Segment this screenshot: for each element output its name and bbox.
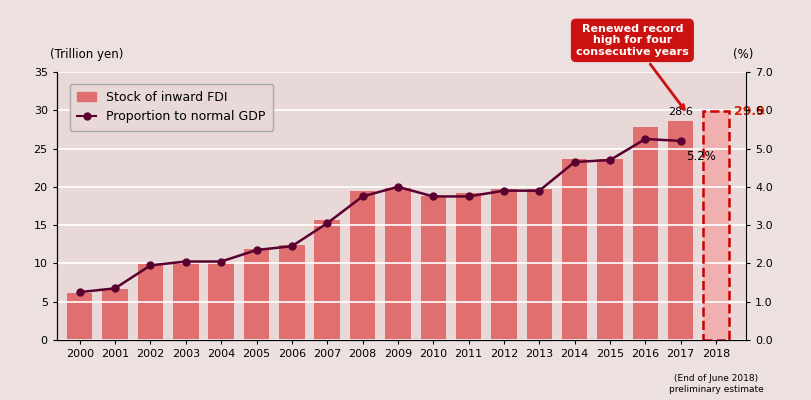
Bar (67, 292, 92, 340)
Bar (633, 127, 658, 340)
Bar (491, 189, 517, 340)
Bar (421, 196, 446, 340)
Text: 5.2%: 5.2% (686, 150, 716, 163)
Bar (456, 193, 482, 340)
Bar (350, 191, 375, 340)
Text: 28.6: 28.6 (668, 107, 693, 117)
Bar (102, 290, 128, 340)
Text: (Trillion yen): (Trillion yen) (50, 48, 123, 61)
Bar (208, 262, 234, 340)
Bar (562, 159, 587, 340)
Text: 29.9: 29.9 (734, 104, 765, 118)
Bar (703, 111, 729, 340)
Bar (173, 263, 199, 340)
Text: Renewed record
high for four
consecutive years: Renewed record high for four consecutive… (576, 24, 689, 110)
Bar (315, 220, 340, 340)
Bar (385, 186, 410, 340)
Bar (703, 111, 729, 340)
Bar (279, 245, 305, 340)
Bar (526, 189, 552, 340)
Text: (End of June 2018)
preliminary estimate: (End of June 2018) preliminary estimate (669, 374, 763, 394)
Text: (%): (%) (732, 48, 753, 61)
Bar (597, 159, 623, 340)
Legend: Stock of inward FDI, Proportion to normal GDP: Stock of inward FDI, Proportion to norma… (70, 84, 273, 131)
Bar (138, 264, 163, 340)
Bar (668, 121, 693, 340)
Bar (244, 249, 269, 340)
